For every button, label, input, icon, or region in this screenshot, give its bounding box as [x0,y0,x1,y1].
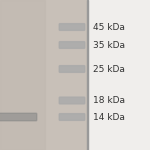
Text: 45 kDa: 45 kDa [93,22,125,32]
Bar [87,0,88,150]
FancyBboxPatch shape [59,97,85,104]
Bar [0,0,45,150]
Text: 18 kDa: 18 kDa [93,96,125,105]
Text: 35 kDa: 35 kDa [93,40,125,50]
FancyBboxPatch shape [0,113,37,121]
FancyBboxPatch shape [59,24,85,30]
FancyBboxPatch shape [59,66,85,72]
Bar [87,0,150,150]
FancyBboxPatch shape [59,42,85,48]
Text: 25 kDa: 25 kDa [93,64,125,74]
Text: 14 kDa: 14 kDa [93,112,125,122]
Bar [0,0,87,150]
FancyBboxPatch shape [59,114,85,120]
